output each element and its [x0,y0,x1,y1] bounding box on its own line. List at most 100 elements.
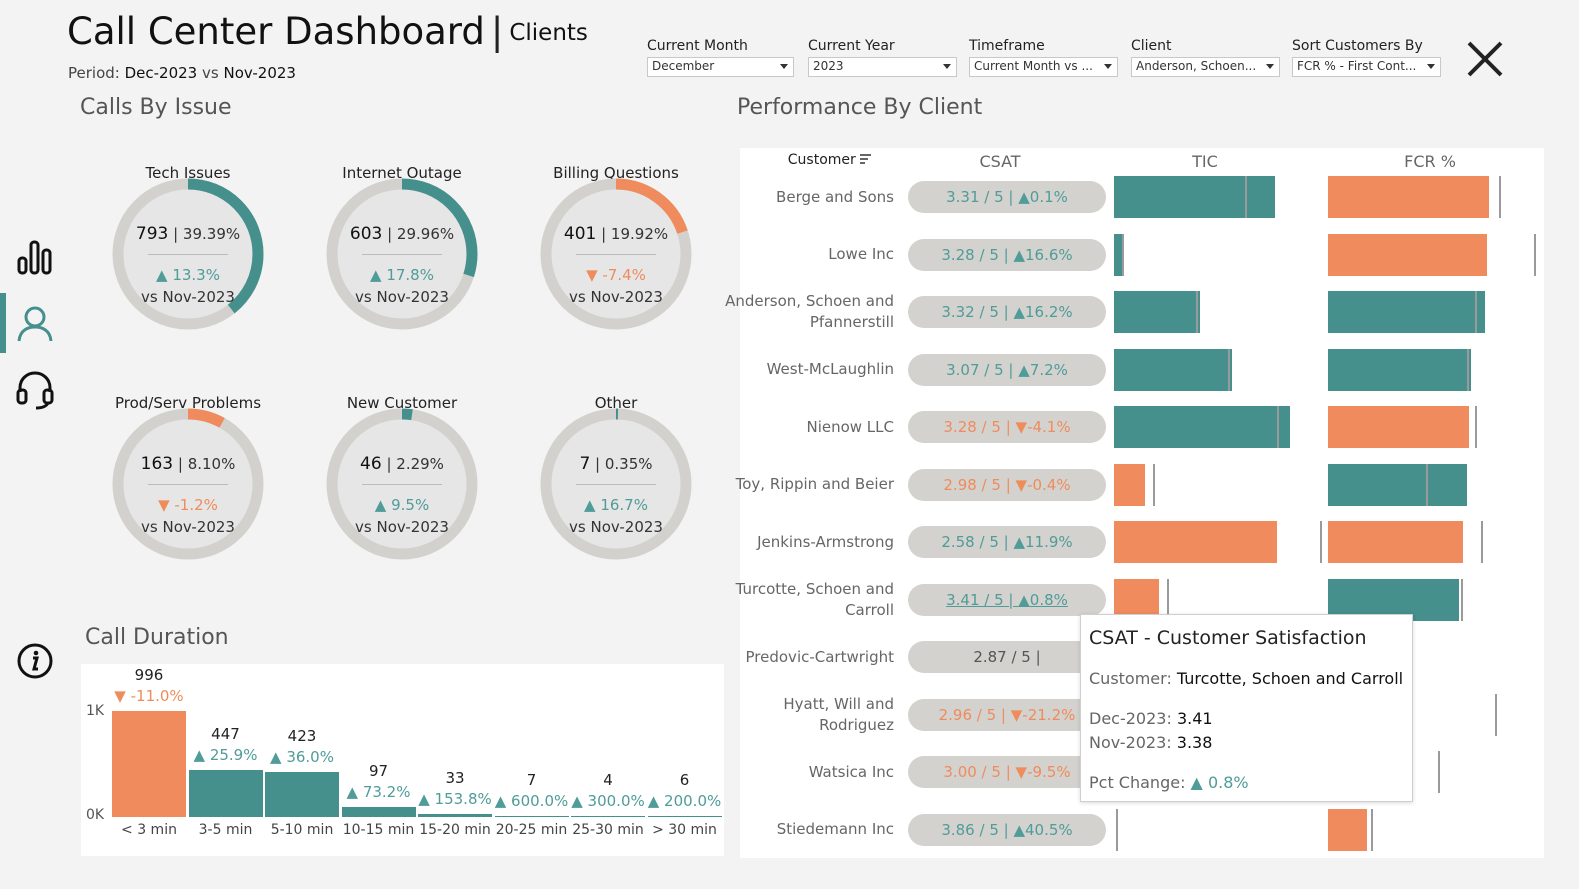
duration-bar[interactable] [647,815,722,817]
fcr-bar[interactable] [1328,463,1468,506]
duration-bar[interactable] [341,806,416,817]
tic-target-marker [1245,176,1248,218]
csat-score: 2.87 / 5 | [973,648,1041,666]
duration-bar[interactable] [265,772,339,817]
customer-name[interactable]: Turcotte, Schoen and Carroll [736,579,894,621]
nav-agents-button[interactable] [14,368,56,410]
duration-category: 3-5 min [198,822,253,838]
tic-bar[interactable] [1114,578,1160,621]
issue-value: 603 | 29.96% [302,224,502,244]
customer-name[interactable]: Jenkins-Armstrong [757,532,894,553]
issue-donut[interactable]: Other 7 | 0.35% ▲ 16.7% vs Nov-2023 [516,394,716,594]
fcr-target-marker [1371,808,1374,851]
nav-overview-button[interactable] [14,236,56,278]
fcr-bar[interactable] [1328,348,1472,391]
duration-bar[interactable] [112,711,186,817]
tic-bar[interactable] [1114,176,1275,218]
customer-name[interactable]: Toy, Rippin and Beier [736,474,894,495]
issue-donut[interactable]: Internet Outage 603 | 29.96% ▲ 17.8% vs Nov… [302,164,502,364]
nav-clients-button[interactable] [14,302,56,344]
duration-bar[interactable] [571,815,645,817]
customer-name[interactable]: West-McLaughlin [767,359,894,380]
csat-score: 2.58 / 5 | [941,533,1009,551]
issue-label: Tech Issues [145,164,231,182]
value-separator: | [596,225,611,243]
tooltip-previous: Nov-2023: 3.38 [1089,731,1404,755]
csat-pill[interactable]: 3.00 / 5 | ▼-9.5% [908,756,1106,788]
fcr-bar[interactable] [1328,233,1487,276]
filter-label: Current Month [647,38,748,54]
customer-header[interactable]: Customer [770,152,890,168]
fcr-bar[interactable] [1328,291,1485,333]
tooltip-current-label: Dec-2023: [1089,709,1172,728]
csat-pill[interactable]: 3.07 / 5 | ▲7.2% [908,353,1106,386]
csat-pill[interactable]: 2.96 / 5 | ▼-21.2% [908,698,1106,731]
fcr-bar[interactable] [1328,521,1464,563]
tic-target-marker [1166,578,1169,621]
change-arrow: ▼ [114,687,131,706]
customer-name[interactable]: Anderson, Schoen and Pfannerstill [725,291,894,333]
fcr-bar[interactable] [1328,406,1470,448]
donut-share-arc [112,408,264,560]
sort-customers-select[interactable]: FCR % - First Cont... [1292,57,1441,77]
fcr-bar[interactable] [1328,578,1460,621]
tooltip-customer-value: Turcotte, Schoen and Carroll [1176,669,1404,688]
tic-bar[interactable] [1114,521,1277,563]
csat-change: 7.2% [1029,360,1068,379]
fcr-bar[interactable] [1328,176,1489,218]
duration-bar[interactable] [418,813,492,817]
csat-pill[interactable]: 2.58 / 5 | ▲11.9% [908,526,1106,558]
csat-pill[interactable]: 3.32 / 5 | ▲16.2% [908,296,1106,328]
csat-pill[interactable]: 3.28 / 5 | ▼-4.1% [908,411,1106,443]
bar-chart-icon [17,240,52,275]
issue-count: 603 [349,224,383,244]
csat-score: 3.28 / 5 | [943,418,1011,436]
issue-donut[interactable]: Prod/Serv Problems 163 | 8.10% ▼ -1.2% vs N… [88,394,288,594]
change-arrow: ▲ [193,745,210,764]
customer-name[interactable]: Nienow LLC [806,417,894,438]
divider [148,254,228,255]
divider [148,484,228,485]
close-button[interactable] [1466,40,1504,78]
csat-pill[interactable]: 3.41 / 5 | ▲0.8% [908,583,1106,616]
csat-pill[interactable]: 3.31 / 5 | ▲0.1% [908,181,1106,213]
customer-name[interactable]: Hyatt, Will and Rodriguez [783,694,894,736]
duration-bar[interactable] [188,769,263,817]
issue-donut[interactable]: New Customer 46 | 2.29% ▲ 9.5% vs Nov-2023 [302,394,502,594]
fcr-bar[interactable] [1328,808,1368,851]
customer-name[interactable]: Lowe Inc [828,244,894,265]
csat-pill[interactable]: 2.87 / 5 | [908,641,1106,673]
customer-name-line: Rodriguez [819,715,894,734]
divider [576,484,656,485]
client-select[interactable]: Anderson, Schoen... [1131,57,1280,77]
csat-arrow: ▲ [1018,360,1030,379]
value-separator: | [168,225,183,243]
issue-donut[interactable]: Tech Issues 793 | 39.39% ▲ 13.3% vs Nov-202… [88,164,288,364]
tic-bar[interactable] [1114,406,1291,448]
csat-pill[interactable]: 3.86 / 5 | ▲40.5% [908,813,1106,846]
customer-name[interactable]: Predovic-Cartwright [746,647,894,668]
tic-bar[interactable] [1114,233,1124,276]
customer-name[interactable]: Berge and Sons [776,187,894,208]
csat-pill[interactable]: 3.28 / 5 | ▲16.6% [908,238,1106,271]
duration-bar[interactable] [494,815,569,817]
current-month-select[interactable]: December [647,57,794,77]
duration-change: ▲ 153.8% [406,790,504,808]
tic-bar[interactable] [1114,291,1201,333]
fcr-target-marker [1475,291,1477,333]
customer-name[interactable]: Watsica Inc [809,762,894,783]
csat-pill[interactable]: 2.98 / 5 | ▼-0.4% [908,468,1106,501]
info-button[interactable] [14,640,56,682]
info-icon [17,643,53,679]
title-separator: | [490,10,504,53]
current-year-select[interactable]: 2023 [808,57,957,77]
tooltip-change-value: 0.8% [1207,773,1249,792]
customer-name[interactable]: Stiedemann Inc [777,819,894,840]
tic-bar[interactable] [1114,463,1146,506]
tic-bar[interactable] [1114,348,1232,391]
fcr-target-marker [1461,578,1464,621]
change-arrow: ▲ [584,496,596,514]
issue-change: ▼ -7.4% [516,266,716,284]
timeframe-select[interactable]: Current Month vs ... [969,57,1118,77]
issue-donut[interactable]: Billing Questions 401 | 19.92% ▼ -7.4% vs N… [516,164,716,364]
